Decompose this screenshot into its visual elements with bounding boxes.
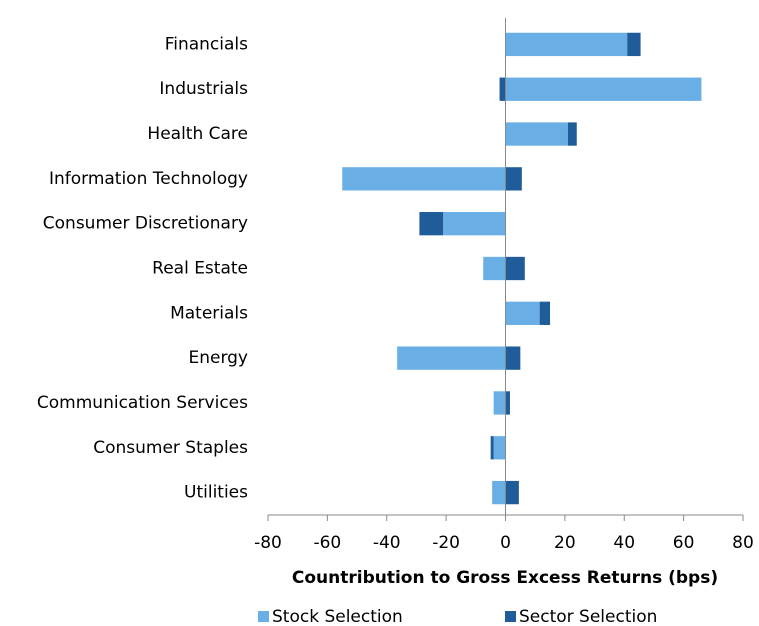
bar bbox=[397, 346, 506, 370]
bar bbox=[505, 391, 510, 415]
x-tick-label: -20 bbox=[432, 533, 460, 553]
x-tick-label: 60 bbox=[673, 533, 695, 553]
bar bbox=[490, 436, 494, 460]
x-axis-title: Countribution to Gross Excess Returns (b… bbox=[292, 568, 718, 588]
y-tick-label: Materials bbox=[170, 303, 248, 323]
bar bbox=[492, 480, 506, 505]
bar bbox=[505, 77, 702, 101]
y-tick-label: Utilities bbox=[184, 483, 248, 503]
bar bbox=[483, 256, 506, 281]
bar bbox=[342, 167, 506, 191]
x-tick-label: -80 bbox=[254, 533, 282, 553]
bar bbox=[493, 391, 506, 415]
y-tick-label: Consumer Discretionary bbox=[43, 214, 248, 234]
legend-swatch bbox=[505, 611, 516, 622]
bar bbox=[539, 301, 551, 325]
y-tick-label: Industrials bbox=[159, 79, 248, 99]
x-tick-label: 20 bbox=[554, 533, 576, 553]
y-tick-label: Consumer Staples bbox=[93, 438, 248, 458]
x-tick-label: -60 bbox=[313, 533, 341, 553]
y-tick-label: Real Estate bbox=[152, 259, 248, 279]
legend-swatch bbox=[258, 611, 269, 622]
y-tick-label: Financials bbox=[165, 34, 248, 54]
bar bbox=[627, 32, 641, 57]
bar bbox=[443, 212, 506, 236]
bar bbox=[505, 32, 628, 57]
legend-label: Sector Selection bbox=[519, 607, 657, 626]
x-tick-label: 80 bbox=[732, 533, 754, 553]
y-tick-label: Health Care bbox=[147, 124, 248, 144]
y-tick-label: Information Technology bbox=[49, 169, 248, 189]
x-tick-label: 40 bbox=[613, 533, 635, 553]
bar bbox=[505, 256, 525, 281]
y-tick-label: Communication Services bbox=[37, 393, 248, 413]
legend-label: Stock Selection bbox=[272, 607, 403, 626]
bar bbox=[505, 301, 540, 325]
bar bbox=[499, 77, 506, 101]
bar bbox=[505, 346, 521, 370]
bar bbox=[505, 122, 568, 146]
bar bbox=[505, 167, 522, 191]
bar bbox=[493, 436, 506, 460]
bar bbox=[505, 480, 519, 505]
y-tick-label: Energy bbox=[188, 348, 248, 368]
bar bbox=[567, 122, 577, 146]
bar bbox=[419, 212, 444, 236]
x-tick-label: -40 bbox=[373, 533, 401, 553]
x-tick-label: 0 bbox=[500, 533, 511, 553]
